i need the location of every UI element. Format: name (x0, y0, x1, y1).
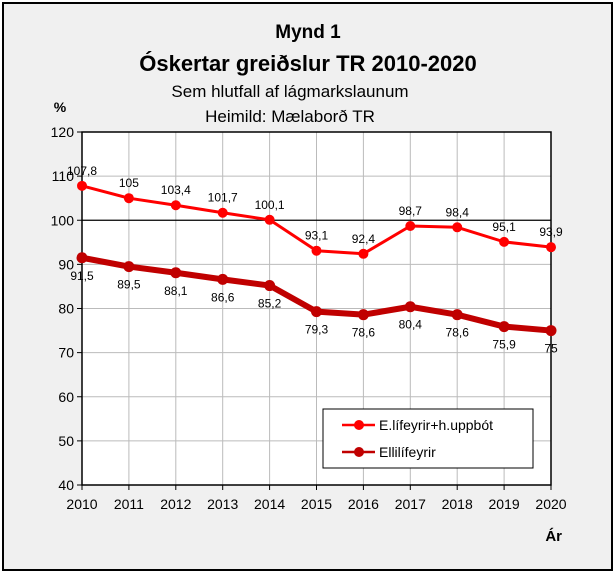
y-tick-label: 110 (52, 168, 75, 184)
data-point (451, 309, 463, 321)
data-point (123, 193, 134, 204)
data-label: 78,6 (446, 326, 470, 340)
y-tick-label: 60 (58, 389, 74, 405)
data-point (357, 309, 369, 321)
data-label: 107,8 (67, 164, 97, 178)
x-tick-label: 2020 (535, 496, 566, 512)
x-tick-label: 2014 (254, 496, 285, 512)
y-tick-label: 100 (51, 212, 75, 228)
y-tick-label: 70 (58, 345, 74, 361)
data-point (170, 267, 182, 279)
data-label: 93,1 (305, 229, 329, 243)
chart-subtitle: Óskertar greiðslur TR 2010-2020 (139, 51, 477, 76)
data-point (170, 200, 181, 211)
data-label: 89,5 (117, 278, 141, 292)
data-label: 91,5 (70, 269, 94, 283)
data-label: 78,6 (352, 326, 376, 340)
legend-label-1: E.lífeyrir+h.uppbót (379, 417, 493, 433)
data-point (311, 306, 322, 318)
chart-source: Heimild: Mælaborð TR (205, 107, 375, 126)
x-tick-label: 2015 (301, 496, 332, 512)
y-axis-label: % (54, 99, 67, 115)
data-point (76, 252, 88, 264)
chart-subtitle-2: Sem hlutfall af lágmarkslaunum (171, 82, 408, 101)
legend-marker-1 (354, 420, 364, 430)
data-point (217, 207, 228, 218)
data-label: 93,9 (539, 225, 563, 239)
data-label: 98,4 (446, 205, 470, 219)
data-point (546, 242, 556, 253)
data-point (545, 325, 557, 337)
data-label: 88,1 (164, 284, 188, 298)
data-point (404, 301, 416, 313)
data-point (311, 245, 322, 256)
data-label: 75,9 (492, 338, 516, 352)
y-tick-label: 40 (58, 477, 74, 493)
data-point (358, 248, 369, 259)
data-point (452, 222, 463, 233)
x-tick-label: 2013 (207, 496, 238, 512)
x-tick-label: 2010 (66, 496, 97, 512)
data-point (77, 180, 87, 191)
y-tick-label: 80 (58, 301, 74, 317)
data-point (123, 261, 135, 273)
data-label: 105 (119, 176, 139, 190)
x-tick-label: 2011 (114, 496, 144, 512)
legend: E.lífeyrir+h.uppbót Ellilífeyrir (322, 408, 534, 469)
chart-title: Mynd 1 (275, 22, 341, 43)
legend-label-2: Ellilífeyrir (379, 444, 436, 460)
data-point (217, 273, 229, 285)
y-tick-label: 50 (58, 433, 74, 449)
data-label: 86,6 (211, 290, 235, 304)
data-label: 80,4 (399, 318, 423, 332)
data-point (264, 280, 276, 292)
data-point (405, 220, 416, 231)
data-point (499, 236, 510, 247)
x-axis-label: Ár (545, 528, 562, 545)
data-label: 79,3 (305, 323, 329, 337)
y-tick-label: 90 (58, 256, 74, 272)
data-label: 95,1 (492, 220, 516, 234)
data-label: 100,1 (255, 198, 285, 212)
data-point (498, 321, 510, 333)
x-tick-label: 2019 (489, 496, 520, 512)
x-tick-label: 2016 (348, 496, 379, 512)
data-label: 75 (544, 342, 558, 356)
data-label: 85,2 (258, 297, 282, 311)
data-label: 103,4 (161, 183, 191, 197)
x-tick-label: 2018 (442, 496, 473, 512)
data-label: 92,4 (352, 232, 376, 246)
data-point (264, 214, 275, 225)
x-tick-label: 2017 (395, 496, 426, 512)
y-tick-label: 120 (51, 124, 75, 140)
data-label: 98,7 (399, 204, 423, 218)
data-label: 101,7 (208, 191, 238, 205)
legend-marker-2 (354, 447, 364, 457)
x-tick-label: 2012 (160, 496, 191, 512)
